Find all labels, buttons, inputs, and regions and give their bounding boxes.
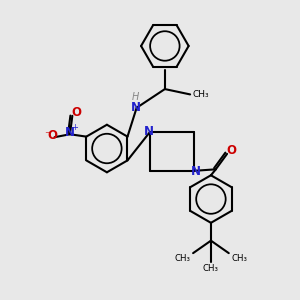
Text: O: O [47, 129, 57, 142]
Text: N: N [131, 101, 141, 114]
Text: ⁻: ⁻ [44, 129, 50, 142]
Text: N: N [144, 125, 154, 138]
Text: CH₃: CH₃ [175, 254, 191, 263]
Text: N: N [190, 165, 201, 178]
Text: O: O [71, 106, 81, 119]
Text: H: H [131, 92, 139, 102]
Text: N: N [65, 126, 75, 139]
Text: CH₃: CH₃ [203, 264, 219, 273]
Text: CH₃: CH₃ [231, 254, 247, 263]
Text: O: O [226, 144, 236, 158]
Text: +: + [71, 123, 78, 132]
Text: CH₃: CH₃ [193, 90, 209, 99]
